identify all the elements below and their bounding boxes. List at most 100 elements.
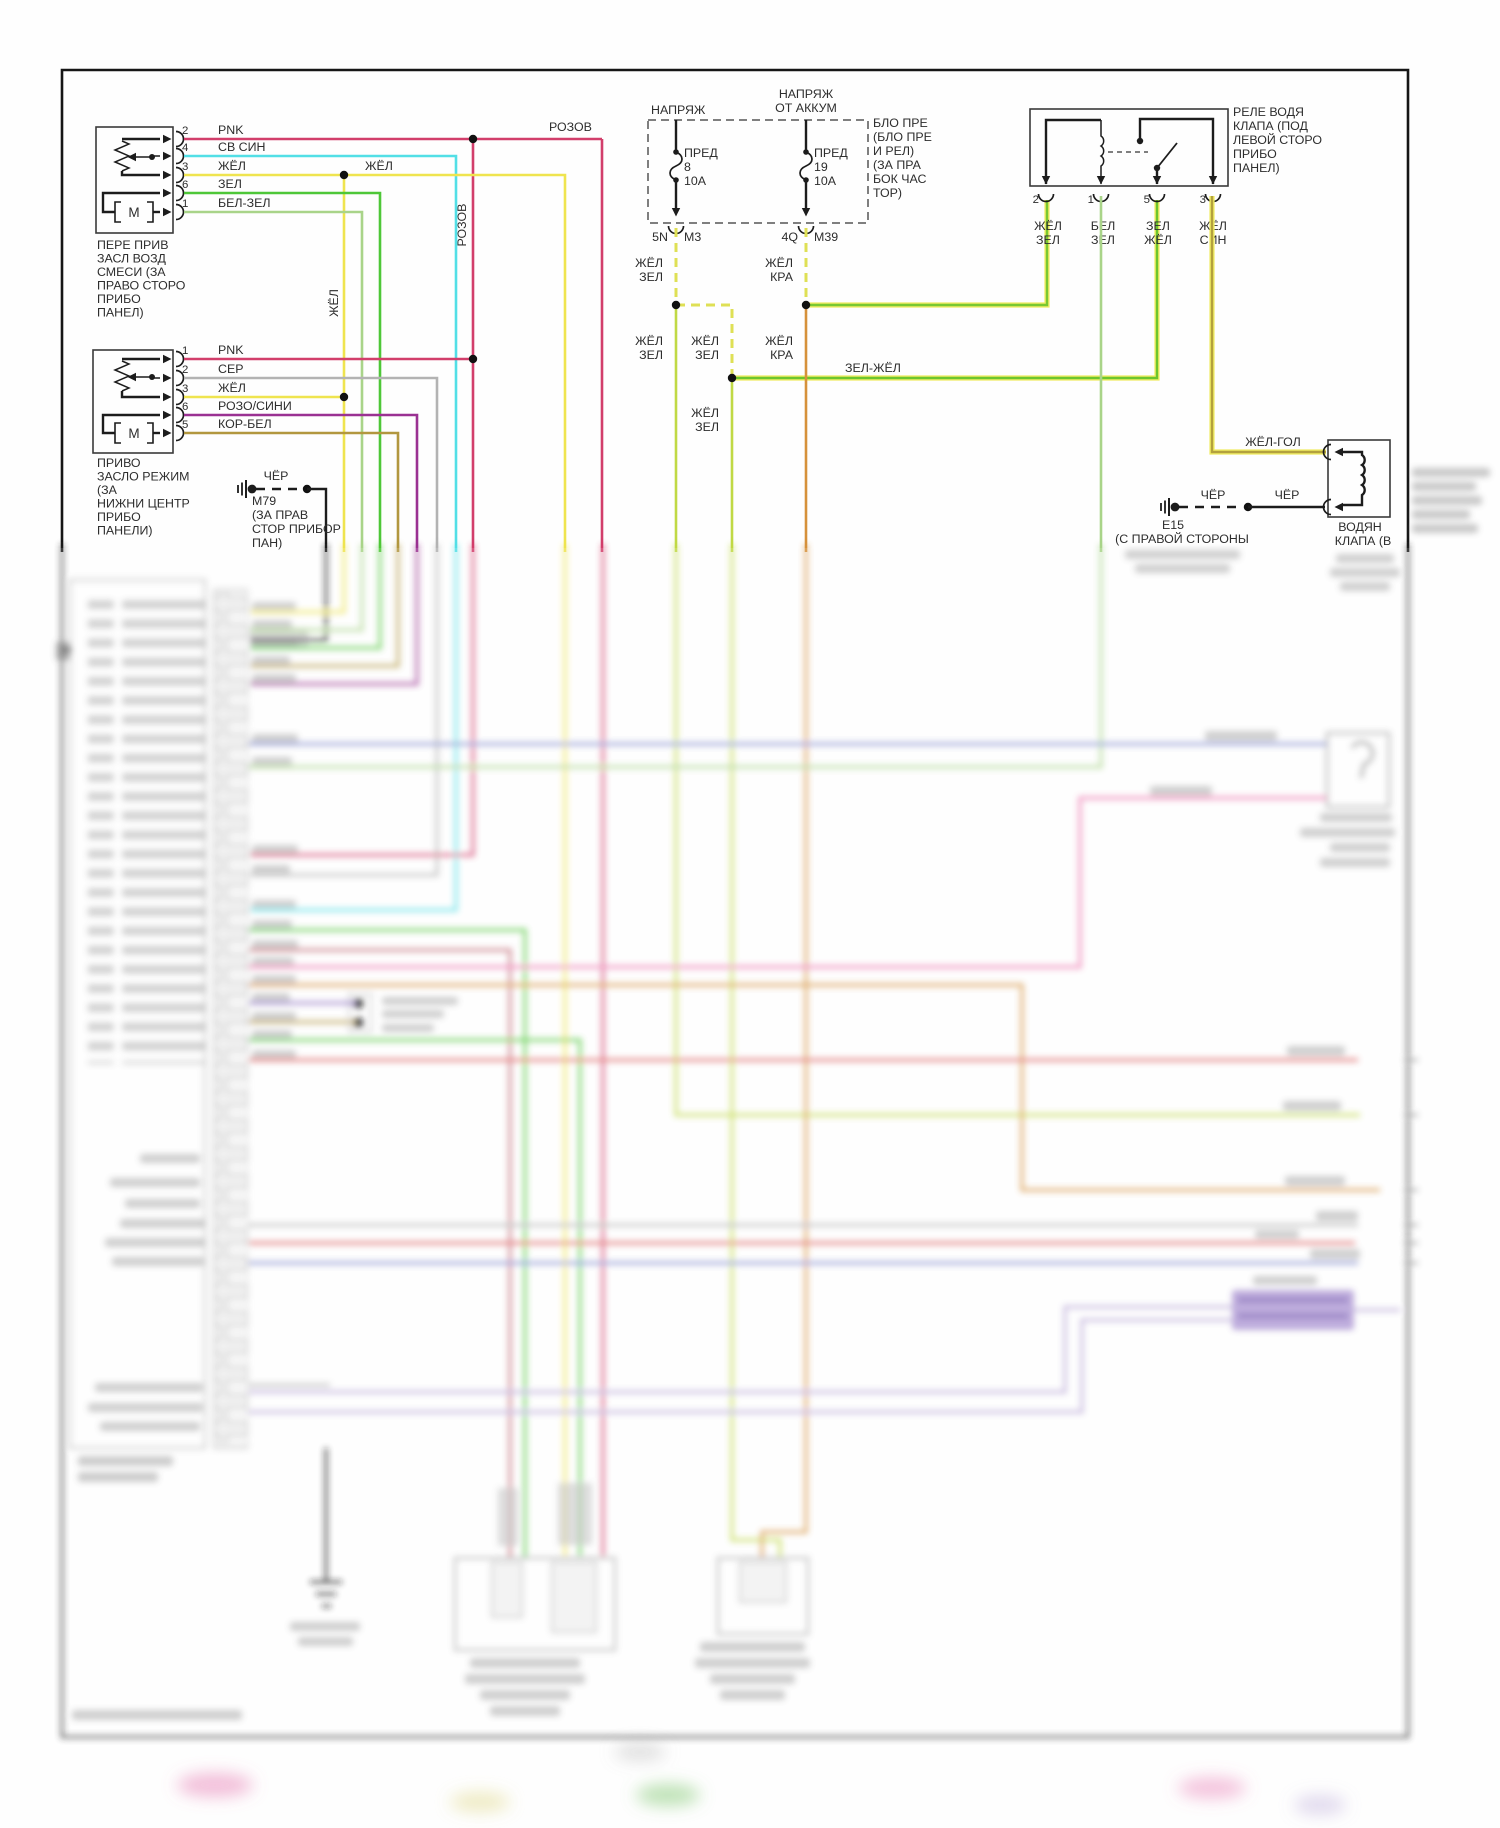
svg-text:ПРИВО: ПРИВО xyxy=(97,456,141,470)
fuse-amp: 10А xyxy=(814,174,837,188)
junction-dot xyxy=(339,170,349,180)
valve-caption: КЛАПА (В xyxy=(1335,534,1391,548)
pin-number: 5 xyxy=(182,419,188,431)
svg-text:ЗЕЛ: ЗЕЛ xyxy=(1036,233,1060,247)
pin-number: 1 xyxy=(182,198,188,210)
junction-dot xyxy=(468,354,478,364)
mode-actuator-box xyxy=(92,349,174,454)
inline-connector-callout xyxy=(348,993,458,1033)
mixture-actuator-box xyxy=(95,126,174,234)
pin-number: 4 xyxy=(182,142,188,154)
ground-icon xyxy=(1160,497,1181,517)
svg-text:ЖЁЛ: ЖЁЛ xyxy=(765,334,793,348)
svg-text:ЖЁЛ: ЖЁЛ xyxy=(218,381,246,395)
relay-pin-number: 2 xyxy=(1033,194,1039,206)
svg-text:ЖЁЛ: ЖЁЛ xyxy=(1034,219,1062,233)
wire-label: СВ СИН xyxy=(218,140,265,154)
wire-label: ЗЕЛ xyxy=(218,177,242,191)
motor-letter: М xyxy=(128,205,139,220)
mode-actuator-wire-labels: PNK СЕР ЖЁЛ РОЗО/СИНИ КОР-БЕЛ xyxy=(218,343,292,431)
fuse-block-box xyxy=(647,119,869,224)
svg-text:ЗАСЛО РЕЖИМ: ЗАСЛО РЕЖИМ xyxy=(97,470,189,484)
junction-dot xyxy=(468,134,478,144)
motor-symbol: М xyxy=(114,422,154,444)
svg-text:ЗЕЛ: ЗЕЛ xyxy=(1091,233,1115,247)
svg-text:ЗЕЛ: ЗЕЛ xyxy=(695,420,719,434)
wire-label-cher: ЧЁР xyxy=(264,469,289,483)
wire-label: ЖЁЛ xyxy=(218,159,246,173)
svg-text:ЛЕВОЙ СТОРО: ЛЕВОЙ СТОРО xyxy=(1233,132,1322,147)
wire-label-rozov: РОЗОВ xyxy=(549,120,592,134)
pin-number: 6 xyxy=(182,179,188,191)
svg-text:БЛО ПРЕ: БЛО ПРЕ xyxy=(873,116,928,130)
svg-text:БОК ЧАС: БОК ЧАС xyxy=(873,172,927,186)
relay-coil xyxy=(1099,120,1105,184)
relay-pin-number: 3 xyxy=(1200,194,1206,206)
fuse-amp: 10А xyxy=(684,174,707,188)
svg-text:РОЗО/СИНИ: РОЗО/СИНИ xyxy=(218,399,292,413)
ground-e15: ЧЁР ЧЁР E15 (С ПРАВОЙ СТОРОНЫ xyxy=(1115,488,1325,546)
purple-connector-blurred xyxy=(1232,1290,1354,1330)
mixture-actuator-pins: 2 4 3 6 1 xyxy=(163,125,188,221)
mixture-actuator: М 2 4 3 6 1 PNK СВ СИН ЖЁЛ ЗЕЛ БЕЛ-ЗЕЛ П… xyxy=(95,123,271,320)
feed-label: ОТ АККУМ xyxy=(775,101,837,115)
connector-id: M39 xyxy=(814,230,838,244)
wire-label-zel-zhel: ЗЕЛ-ЖЁЛ xyxy=(845,361,901,375)
svg-text:СЕР: СЕР xyxy=(218,362,243,376)
pin-number: 1 xyxy=(182,345,188,357)
fuse-block-caption: БЛО ПРЕ (БЛО ПРЕ И РЕЛ) (ЗА ПРА БОК ЧАС … xyxy=(873,116,932,200)
mode-actuator: М 1 2 3 6 5 PNK СЕР ЖЁЛ РОЗО/СИНИ КОР-БЕ… xyxy=(92,343,292,538)
junction-dot xyxy=(339,392,349,402)
svg-text:ЖЁЛ: ЖЁЛ xyxy=(635,334,663,348)
feed-label: НАПРЯЖ xyxy=(779,87,834,101)
water-valve: ВОДЯН КЛАПА (В xyxy=(1322,439,1391,548)
ground-caption: СТОР ПРИБОР xyxy=(252,522,341,536)
pin-number: 2 xyxy=(182,125,188,137)
margin-text-blurred xyxy=(72,468,1490,1720)
right-connector-blurred xyxy=(1150,731,1395,867)
pin-number: 6 xyxy=(182,401,188,413)
wire-label-cher: ЧЁР xyxy=(1201,488,1226,502)
actuator-wires: ЖЁЛ РОЗОВ РОЗОВ ЖЁЛ xyxy=(184,120,604,552)
fuse-label: ПРЕД xyxy=(684,146,718,160)
connector-id: M3 xyxy=(684,230,701,244)
ground-m79: ЧЁР M79 (ЗА ПРАВ СТОР ПРИБОР ПАН) xyxy=(237,469,341,552)
svg-text:ЗЕЛ: ЗЕЛ xyxy=(639,270,663,284)
pin-number: 3 xyxy=(182,383,188,395)
svg-text:КОР-БЕЛ: КОР-БЕЛ xyxy=(218,417,272,431)
svg-text:(БЛО ПРЕ: (БЛО ПРЕ xyxy=(873,130,932,144)
mixture-actuator-caption: ПЕРЕ ПРИВ ЗАСЛ ВОЗД СМЕСИ (ЗА ПРАВО СТОР… xyxy=(97,238,186,320)
schematic-frame-top xyxy=(60,68,1410,552)
svg-text:РЕЛЕ ВОДЯ: РЕЛЕ ВОДЯ xyxy=(1233,105,1304,119)
wire-label-zhel-vertical: ЖЁЛ xyxy=(327,289,341,317)
right-edge-labels-blurred xyxy=(1253,1046,1418,1285)
svg-text:СМЕСИ (ЗА: СМЕСИ (ЗА xyxy=(97,265,166,279)
svg-text:КРА: КРА xyxy=(770,348,794,362)
svg-text:КРА: КРА xyxy=(770,270,794,284)
svg-text:ПАНЕЛ): ПАНЕЛ) xyxy=(1233,161,1280,175)
potentiometer-symbol xyxy=(113,360,131,392)
svg-text:ЖЁЛ: ЖЁЛ xyxy=(1144,233,1172,247)
bottom-component-a-blurred xyxy=(454,1483,616,1716)
wire-label-zhel: ЖЁЛ xyxy=(365,159,393,173)
fused-feed-wires: ЖЁЛ ЗЕЛ ЖЁЛ ЗЕЛ ЖЁЛ ЗЕЛ ЖЁЛ ЗЕЛ ЖЁЛ КРА … xyxy=(635,200,1160,552)
water-valve-box xyxy=(1327,439,1391,518)
connector-pin: 4Q xyxy=(781,230,798,244)
blur-wash xyxy=(0,548,1500,1828)
svg-text:ЖЁЛ: ЖЁЛ xyxy=(691,334,719,348)
svg-text:НИЖНИ ЦЕНТР: НИЖНИ ЦЕНТР xyxy=(97,497,190,511)
wire-label-cher: ЧЁР xyxy=(1275,488,1300,502)
svg-text:ПАНЕЛ): ПАНЕЛ) xyxy=(97,306,144,320)
svg-text:ЗЕЛ: ЗЕЛ xyxy=(1146,219,1170,233)
svg-text:(ЗА ПРА: (ЗА ПРА xyxy=(873,158,922,172)
svg-text:PNK: PNK xyxy=(218,343,244,357)
motor-symbol: М xyxy=(114,201,154,223)
fuse-icon xyxy=(669,148,683,184)
svg-text:И РЕЛ): И РЕЛ) xyxy=(873,144,914,158)
svg-text:ПЕРЕ ПРИВ: ПЕРЕ ПРИВ xyxy=(97,238,168,252)
svg-text:ЖЁЛ: ЖЁЛ xyxy=(635,256,663,270)
valve-coil xyxy=(1343,450,1366,507)
svg-text:ЗАСЛ ВОЗД: ЗАСЛ ВОЗД xyxy=(97,252,167,266)
relay-caption: РЕЛЕ ВОДЯ КЛАПА (ПОД ЛЕВОЙ СТОРО ПРИБО П… xyxy=(1233,105,1322,175)
relay-pin-number: 1 xyxy=(1088,194,1094,206)
